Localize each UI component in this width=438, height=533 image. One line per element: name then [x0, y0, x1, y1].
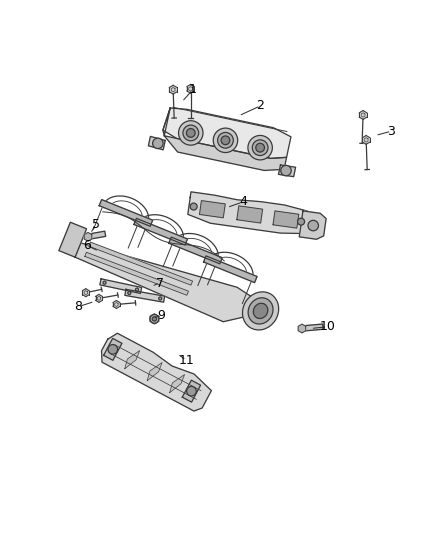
Polygon shape — [134, 219, 187, 245]
Polygon shape — [169, 237, 222, 264]
Circle shape — [218, 133, 233, 148]
Polygon shape — [182, 380, 201, 402]
Polygon shape — [298, 324, 306, 333]
Text: 4: 4 — [239, 196, 247, 208]
Polygon shape — [302, 324, 323, 331]
Polygon shape — [273, 211, 299, 228]
Polygon shape — [125, 289, 165, 302]
Polygon shape — [163, 108, 291, 158]
Circle shape — [187, 128, 195, 138]
Polygon shape — [237, 206, 262, 223]
Circle shape — [221, 136, 230, 144]
Polygon shape — [104, 338, 122, 360]
Text: 7: 7 — [156, 277, 164, 289]
Polygon shape — [89, 242, 193, 285]
Circle shape — [256, 143, 265, 152]
Polygon shape — [164, 136, 286, 171]
Ellipse shape — [248, 298, 273, 324]
Circle shape — [179, 120, 203, 145]
Circle shape — [308, 220, 318, 231]
Polygon shape — [125, 351, 140, 369]
Polygon shape — [88, 231, 106, 239]
Polygon shape — [199, 200, 225, 218]
Polygon shape — [82, 289, 89, 297]
Polygon shape — [279, 165, 296, 176]
Polygon shape — [163, 108, 170, 136]
Circle shape — [128, 292, 131, 295]
Circle shape — [281, 165, 291, 176]
Polygon shape — [188, 192, 307, 233]
Ellipse shape — [243, 292, 279, 330]
Polygon shape — [95, 294, 102, 302]
Text: 3: 3 — [388, 125, 396, 138]
Polygon shape — [85, 252, 188, 295]
Polygon shape — [147, 362, 162, 381]
Polygon shape — [84, 232, 92, 241]
Polygon shape — [362, 135, 370, 144]
Polygon shape — [59, 222, 87, 257]
Ellipse shape — [253, 303, 268, 319]
Circle shape — [252, 140, 268, 156]
Polygon shape — [148, 136, 165, 150]
Polygon shape — [359, 111, 367, 119]
Polygon shape — [204, 256, 257, 282]
Circle shape — [152, 138, 163, 149]
Polygon shape — [299, 211, 326, 239]
Circle shape — [108, 344, 117, 354]
Circle shape — [103, 281, 106, 284]
Text: 1: 1 — [189, 83, 197, 96]
Polygon shape — [75, 243, 256, 322]
Circle shape — [297, 218, 304, 225]
Polygon shape — [102, 333, 212, 411]
Polygon shape — [170, 375, 184, 393]
Text: 6: 6 — [83, 239, 91, 252]
Circle shape — [135, 288, 138, 291]
Text: 9: 9 — [157, 309, 165, 322]
Circle shape — [248, 135, 272, 160]
Polygon shape — [170, 85, 177, 94]
Text: 11: 11 — [178, 354, 194, 367]
Circle shape — [183, 125, 199, 141]
Polygon shape — [113, 301, 120, 309]
Circle shape — [150, 314, 159, 323]
Text: 8: 8 — [74, 300, 82, 313]
Polygon shape — [187, 84, 194, 93]
Circle shape — [213, 128, 238, 152]
Circle shape — [190, 203, 197, 210]
Polygon shape — [100, 279, 141, 294]
Circle shape — [187, 386, 196, 396]
Circle shape — [159, 297, 162, 300]
Text: 5: 5 — [92, 218, 100, 231]
Circle shape — [152, 317, 156, 321]
Polygon shape — [99, 199, 153, 227]
Text: 10: 10 — [319, 320, 335, 333]
Text: 2: 2 — [257, 99, 265, 112]
